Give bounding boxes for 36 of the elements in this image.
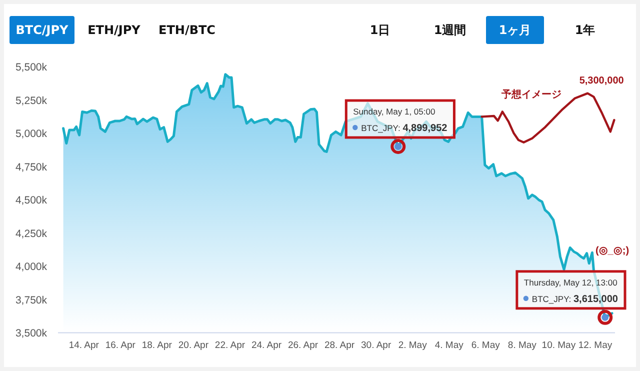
x-tick-label: 2. May — [398, 340, 428, 351]
x-tick-label: 14. Apr — [68, 340, 99, 351]
y-tick-label: 4,000k — [15, 261, 48, 274]
y-tick-label: 3,750k — [15, 294, 48, 306]
y-tick-label: 3,500k — [15, 328, 48, 340]
x-tick-label: 24. Apr — [251, 340, 282, 351]
annotation: 5,300,000 — [579, 75, 624, 86]
annotation: Thursday, May 12, 13:00 BTC_JPY: 3,615,000 — [524, 277, 618, 305]
y-tick-label: 4,750k — [15, 161, 48, 174]
x-tick-label: 4. May — [434, 340, 464, 351]
annotation: Sunday, May 1, 05:00 BTC_JPY: 4,899,952 — [353, 106, 448, 134]
annotation: (◎_◎;) — [595, 246, 630, 257]
y-tick-label: 5,250k — [15, 94, 48, 107]
text: ETH/JPY — [88, 23, 141, 37]
x-tick-label: 12. May — [578, 340, 612, 351]
series-label: 予想イメージ — [500, 88, 562, 100]
x-tick-label: 6. May — [471, 340, 500, 351]
y-tick-label: 5,000k — [15, 128, 48, 140]
text: 1週間 — [434, 23, 466, 37]
x-tick-label: 18. Apr — [142, 340, 172, 351]
text: 1年 — [574, 23, 596, 37]
x-tick-label: 30. Apr — [361, 340, 392, 351]
x-tick-label: 16. Apr — [105, 340, 136, 351]
x-tick-label: 20. Apr — [178, 340, 208, 351]
y-tick-label: 4,500k — [15, 194, 48, 207]
text: ETH/BTC — [158, 23, 216, 37]
x-tick-label: 28. Apr — [324, 340, 355, 351]
x-tick-label: 26. Apr — [288, 340, 318, 351]
x-tick-label: 22. Apr — [214, 340, 246, 351]
text: BTC/JPY — [16, 23, 69, 37]
text: 1ヶ月 — [498, 23, 532, 37]
x-tick-label: 8. May — [508, 340, 537, 351]
x-tick-label: 10. May — [542, 340, 576, 351]
text: 1日 — [370, 23, 390, 37]
y-tick-label: 5,500k — [15, 62, 48, 74]
y-tick-label: 4,250k — [15, 228, 48, 240]
